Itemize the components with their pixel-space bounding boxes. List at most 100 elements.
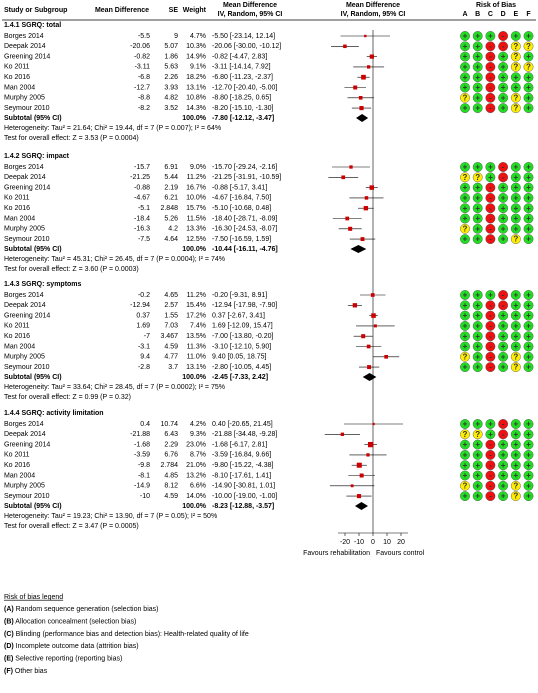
risk-symbol: ? <box>513 235 518 244</box>
risk-symbol: + <box>526 451 531 460</box>
risk-circle <box>498 192 508 203</box>
se: 4.64 <box>164 236 178 243</box>
subtotal-weight: 100.0% <box>182 115 207 122</box>
risk-circle <box>510 182 521 193</box>
risk-symbol: + <box>526 301 531 310</box>
subtotal-diamond <box>354 502 369 510</box>
risk-symbol: + <box>501 83 506 92</box>
risk-symbol: + <box>488 173 493 182</box>
risk-circle <box>498 449 508 460</box>
risk-circle <box>485 480 496 491</box>
weight: 13.5% <box>186 333 206 340</box>
study-name: Seymour 2010 <box>4 364 50 371</box>
risk-circle <box>498 480 508 491</box>
md: 9.4 <box>140 354 150 361</box>
risk-circle <box>510 192 521 203</box>
legend-text: Incomplete outcome data (attrition bias) <box>16 643 139 650</box>
legend-text: Other bias <box>15 668 48 675</box>
risk-circle <box>472 192 483 203</box>
risk-circle <box>523 41 534 52</box>
risk-circle <box>498 234 508 245</box>
risk-symbol: - <box>502 173 505 182</box>
legend-letter: (C) <box>4 631 14 638</box>
md: -0.2 <box>138 292 150 299</box>
group-title: 1.4.4 SGRQ: activity limitation <box>4 410 104 417</box>
risk-circle <box>472 41 483 52</box>
risk-symbol: + <box>501 332 506 341</box>
risk-circle <box>523 172 534 183</box>
effect-square <box>352 303 358 308</box>
estimate: -5.10 [-10.68, 0.48] <box>212 205 271 212</box>
risk-symbol: + <box>475 492 480 501</box>
risk-circle <box>498 351 508 362</box>
md: -3.1 <box>138 343 150 350</box>
risk-circle <box>472 162 483 172</box>
risk-circle <box>485 351 496 362</box>
risk-circle <box>523 480 534 491</box>
estimate: -10.00 [-19.00, -1.00] <box>212 493 277 500</box>
md: -6.8 <box>138 74 150 81</box>
weight: 6.6% <box>190 483 206 490</box>
risk-circle <box>498 72 508 83</box>
risk-symbol: ? <box>513 481 518 490</box>
risk-symbol: + <box>501 214 506 223</box>
risk-symbol: + <box>463 342 468 351</box>
weight: 11.0% <box>187 354 206 361</box>
risk-symbol: + <box>501 461 506 470</box>
risk-circle <box>485 41 496 52</box>
weight: 7.4% <box>190 323 206 330</box>
weight: 8.7% <box>190 452 206 459</box>
risk-circle <box>485 362 496 372</box>
risk-symbol: + <box>501 235 506 244</box>
risk-symbol: - <box>489 204 492 213</box>
risk-circle <box>510 460 521 471</box>
risk-symbol: + <box>463 204 468 213</box>
risk-symbol: + <box>513 322 518 331</box>
risk-circle <box>460 31 470 41</box>
risk-circle <box>472 491 483 501</box>
risk-symbol: + <box>526 173 531 182</box>
risk-symbol: - <box>489 194 492 203</box>
subtotal-label: Subtotal (95% CI) <box>4 374 62 381</box>
risk-symbol: + <box>513 173 518 182</box>
risk-circle <box>460 341 470 352</box>
se: 2.848 <box>160 205 178 212</box>
risk-symbol: + <box>501 204 506 213</box>
risk-symbol: + <box>501 73 506 82</box>
risk-symbol: + <box>463 492 468 501</box>
risk-circle <box>523 203 534 214</box>
risk-circle <box>472 470 483 481</box>
risk-circle <box>460 41 470 52</box>
risk-symbol: - <box>489 52 492 61</box>
se: 5.63 <box>164 64 178 71</box>
estimate: -21.25 [-31.91, -10.59] <box>212 174 281 181</box>
se: 5.26 <box>164 215 178 222</box>
risk-circle <box>498 82 508 93</box>
risk-symbol: ? <box>513 52 518 61</box>
weight: 11.2% <box>187 292 206 299</box>
effect-square <box>369 54 374 59</box>
risk-circle <box>498 103 508 114</box>
risk-symbol: - <box>489 471 492 480</box>
risk-circle <box>498 419 508 429</box>
risk-symbol: ? <box>513 63 518 72</box>
risk-symbol: + <box>463 163 468 172</box>
effect-square <box>361 334 366 339</box>
estimate: -7.00 [-13.80, -0.20] <box>212 333 274 340</box>
study-name: Murphy 2005 <box>4 354 45 361</box>
risk-circle <box>485 223 496 234</box>
estimate: -7.50 [-16.59, 1.59] <box>212 236 271 243</box>
risk-circle <box>510 429 521 440</box>
weight: 14.0% <box>186 493 206 500</box>
risk-circle <box>460 203 470 214</box>
weight: 4.2% <box>190 421 206 428</box>
risk-symbol: - <box>489 451 492 460</box>
heterogeneity: Heterogeneity: Tau² = 21.64; Chi² = 19.4… <box>4 125 221 132</box>
weight: 14.9% <box>186 53 206 60</box>
subtotal-estimate: -2.45 [-7.33, 2.42] <box>212 374 268 381</box>
risk-symbol: + <box>463 63 468 72</box>
estimate: 0.37 [-2.67, 3.41] <box>212 312 265 319</box>
risk-symbol: + <box>488 32 493 41</box>
risk-circle <box>523 439 534 450</box>
risk-symbol: - <box>489 104 492 113</box>
